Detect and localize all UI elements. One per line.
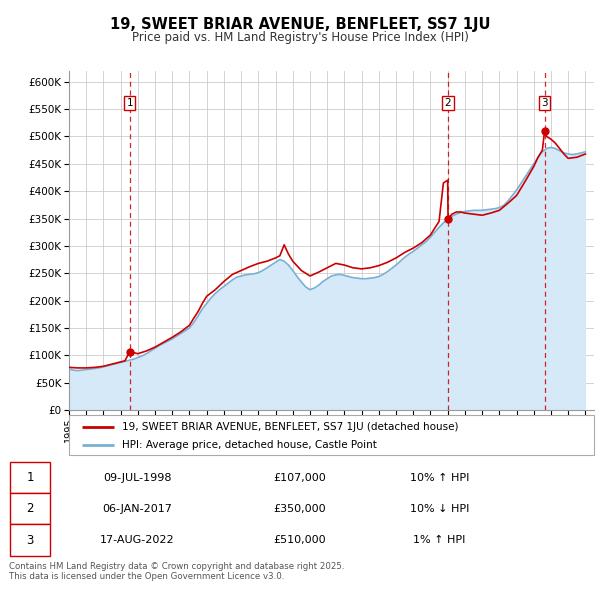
Text: 2: 2 [26, 502, 34, 516]
Text: HPI: Average price, detached house, Castle Point: HPI: Average price, detached house, Cast… [121, 441, 376, 450]
Text: 10% ↑ HPI: 10% ↑ HPI [410, 473, 469, 483]
Text: 19, SWEET BRIAR AVENUE, BENFLEET, SS7 1JU: 19, SWEET BRIAR AVENUE, BENFLEET, SS7 1J… [110, 17, 490, 31]
Text: 10% ↓ HPI: 10% ↓ HPI [410, 504, 469, 514]
Text: 17-AUG-2022: 17-AUG-2022 [100, 535, 175, 545]
Text: £350,000: £350,000 [274, 504, 326, 514]
Text: Price paid vs. HM Land Registry's House Price Index (HPI): Price paid vs. HM Land Registry's House … [131, 31, 469, 44]
Text: 2: 2 [445, 98, 451, 108]
Text: 06-JAN-2017: 06-JAN-2017 [102, 504, 172, 514]
Text: 3: 3 [26, 533, 34, 546]
FancyBboxPatch shape [69, 415, 594, 455]
FancyBboxPatch shape [10, 462, 50, 493]
Text: 1: 1 [127, 98, 133, 108]
FancyBboxPatch shape [10, 525, 50, 556]
Text: £107,000: £107,000 [274, 473, 326, 483]
Text: 1% ↑ HPI: 1% ↑ HPI [413, 535, 466, 545]
Text: £510,000: £510,000 [274, 535, 326, 545]
FancyBboxPatch shape [10, 493, 50, 525]
Text: 3: 3 [541, 98, 548, 108]
Text: Contains HM Land Registry data © Crown copyright and database right 2025.
This d: Contains HM Land Registry data © Crown c… [9, 562, 344, 581]
Text: 19, SWEET BRIAR AVENUE, BENFLEET, SS7 1JU (detached house): 19, SWEET BRIAR AVENUE, BENFLEET, SS7 1J… [121, 422, 458, 432]
Text: 09-JUL-1998: 09-JUL-1998 [103, 473, 171, 483]
Text: 1: 1 [26, 471, 34, 484]
